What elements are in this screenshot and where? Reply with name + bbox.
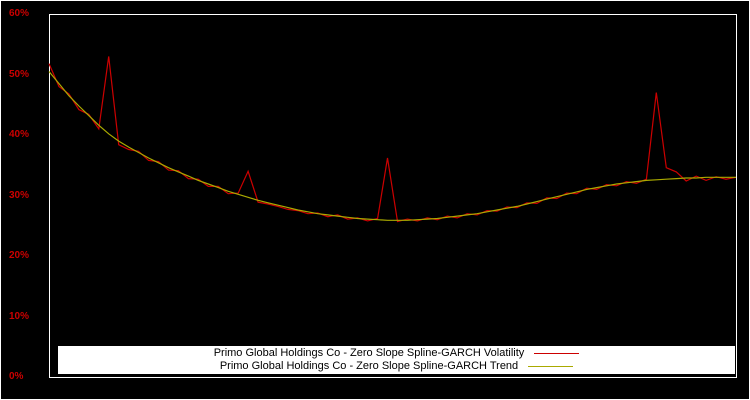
series-line	[48, 56, 737, 223]
legend-label-trend: Primo Global Holdings Co - Zero Slope Sp…	[219, 360, 519, 372]
plot-frame	[49, 14, 737, 378]
y-axis-tick-label: 0%	[9, 371, 24, 382]
legend-item-trend: Primo Global Holdings Co - Zero Slope Sp…	[58, 360, 735, 373]
legend-label-volatility: Primo Global Holdings Co - Zero Slope Sp…	[213, 347, 525, 359]
trend-line-sample-icon	[528, 366, 574, 367]
y-axis-tick-label: 10%	[9, 310, 30, 322]
volatility-line-sample-icon	[534, 353, 580, 354]
series-line	[48, 71, 736, 221]
legend-item-volatility: Primo Global Holdings Co - Zero Slope Sp…	[58, 347, 735, 360]
legend: Primo Global Holdings Co - Zero Slope Sp…	[58, 346, 735, 374]
y-axis-tick-label: 40%	[9, 129, 30, 140]
y-axis-tick-label: 20%	[9, 250, 30, 261]
y-axis-tick-label: 30%	[9, 189, 30, 201]
y-axis-tick-label: 60%	[9, 8, 30, 19]
y-axis-tick-label: 50%	[9, 68, 30, 80]
